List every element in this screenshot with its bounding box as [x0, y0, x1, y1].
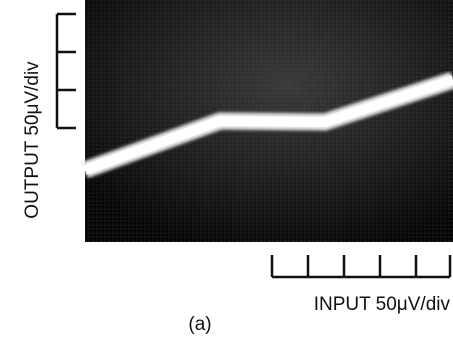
page: OUTPUT 50μV/div INPUT 50μV/div (a) (() =…	[0, 0, 453, 336]
output-scale	[57, 14, 76, 128]
input-scale	[272, 255, 450, 277]
x-axis-label: INPUT 50μV/div	[314, 294, 451, 315]
caption: (a)	[188, 314, 211, 335]
figure: OUTPUT 50μV/div INPUT 50μV/div (a)	[0, 0, 453, 336]
y-axis-label: OUTPUT 50μV/div	[22, 61, 43, 219]
